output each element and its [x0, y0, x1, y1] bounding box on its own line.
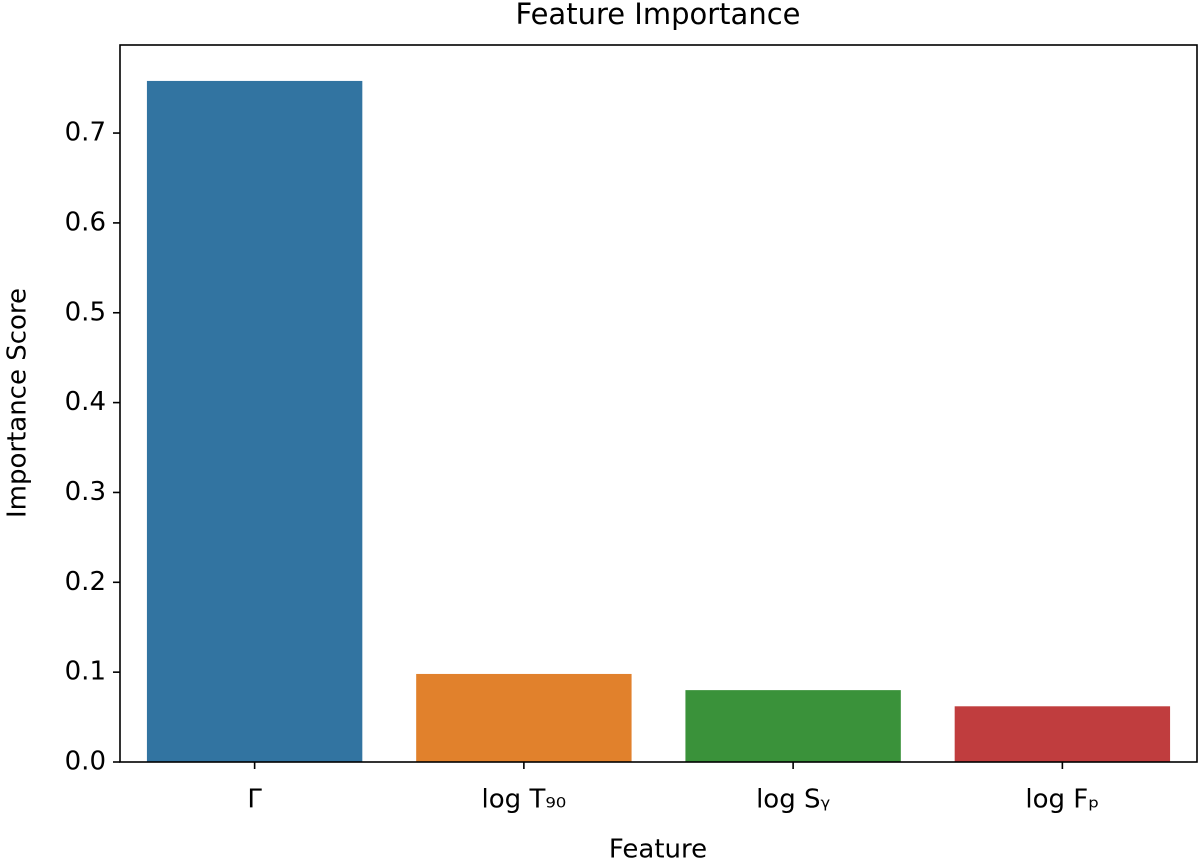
x-tick-label: log Sᵧ [756, 785, 830, 815]
x-tick-label: log Fₚ [1025, 785, 1099, 815]
x-tick-label: Γ [247, 785, 262, 815]
y-tick-label: 0.0 [65, 747, 106, 777]
y-tick-label: 0.5 [65, 297, 106, 327]
bar [954, 706, 1171, 762]
y-tick-label: 0.6 [65, 207, 106, 237]
bar [685, 690, 901, 762]
y-tick-label: 0.2 [65, 567, 106, 597]
x-axis-label: Feature [609, 835, 707, 862]
bar [146, 80, 363, 763]
y-tick-label: 0.4 [65, 387, 106, 417]
chart-title: Feature Importance [516, 0, 801, 31]
y-tick-label: 0.1 [65, 657, 106, 687]
y-axis-label: Importance Score [3, 288, 33, 518]
plot-frame [119, 44, 1198, 763]
bar [416, 673, 632, 762]
x-tick-label: log T₉₀ [482, 785, 567, 815]
y-tick-label: 0.7 [65, 118, 106, 148]
y-tick-label: 0.3 [65, 477, 106, 507]
